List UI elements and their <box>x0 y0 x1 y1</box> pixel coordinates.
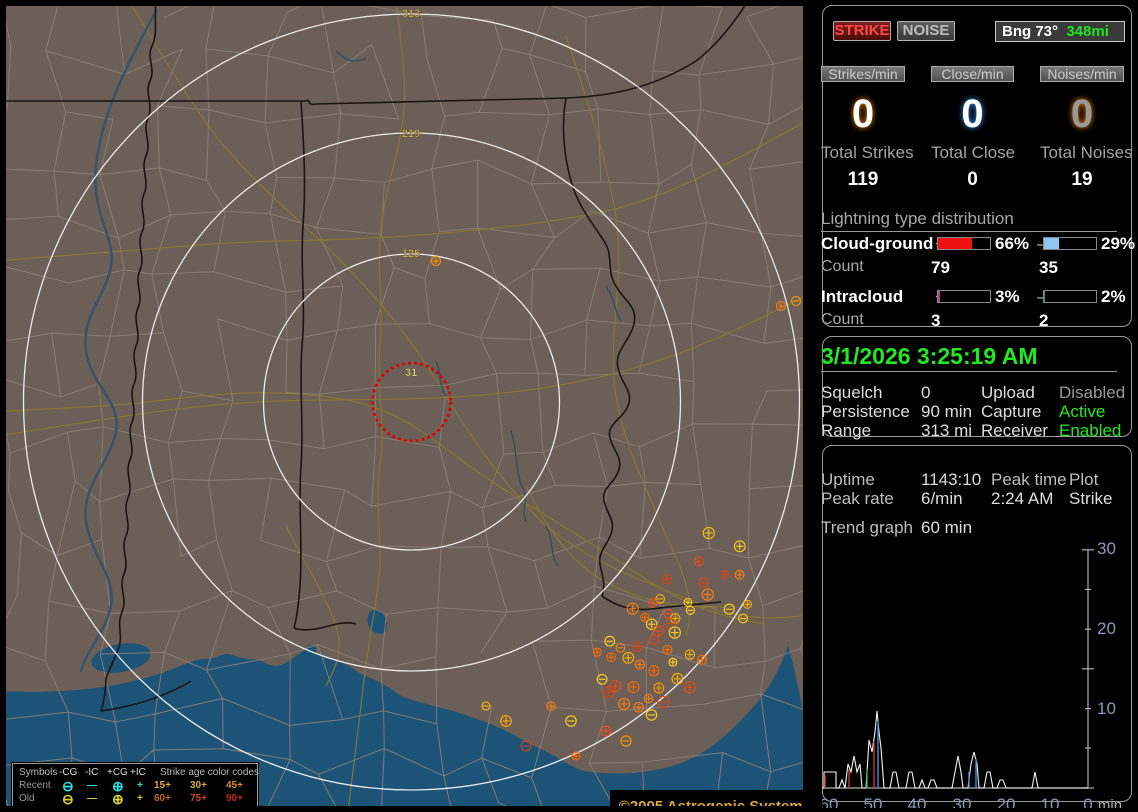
svg-text:20: 20 <box>997 795 1016 808</box>
svg-text:31: 31 <box>405 367 417 379</box>
svg-text:20: 20 <box>1097 619 1116 638</box>
svg-text:0: 0 <box>1083 795 1092 808</box>
svg-text:40: 40 <box>908 795 927 808</box>
svg-text:60: 60 <box>822 795 838 808</box>
svg-text:10: 10 <box>1041 795 1060 808</box>
svg-text:©2005 Astrogenic Systems: ©2005 Astrogenic Systems <box>619 798 809 812</box>
svg-text:10: 10 <box>1097 699 1116 718</box>
svg-text:min: min <box>1098 797 1122 808</box>
svg-text:125: 125 <box>402 248 420 260</box>
svg-text:30: 30 <box>1097 542 1116 558</box>
svg-text:219: 219 <box>402 128 420 140</box>
svg-text:30: 30 <box>953 795 972 808</box>
svg-text:50: 50 <box>864 795 883 808</box>
svg-text:313: 313 <box>402 8 420 20</box>
